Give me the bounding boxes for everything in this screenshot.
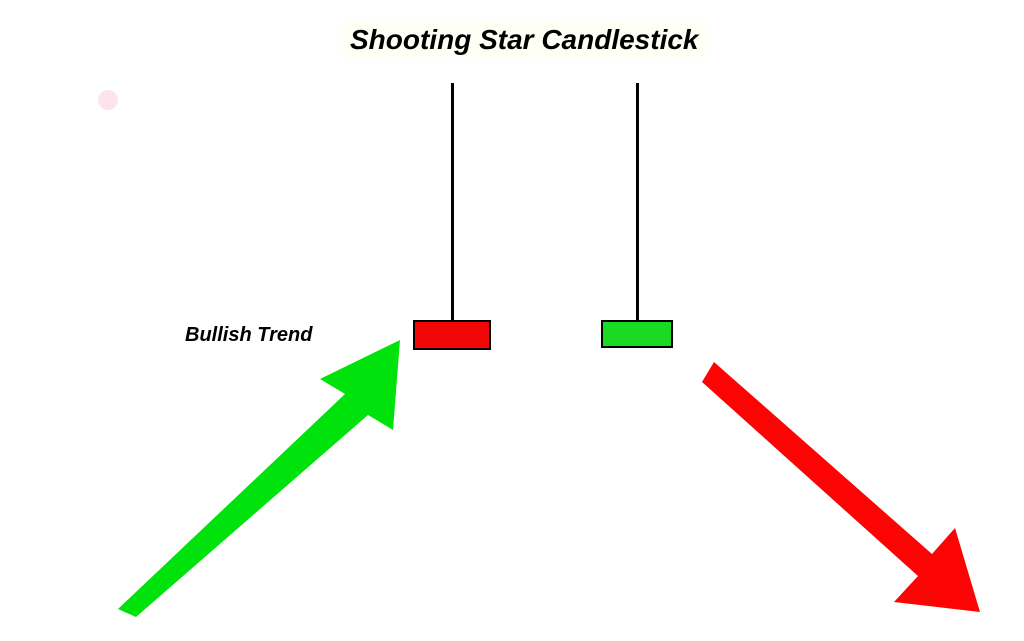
bearish-arrow bbox=[0, 0, 1024, 641]
bearish-arrow-shape bbox=[702, 362, 980, 612]
